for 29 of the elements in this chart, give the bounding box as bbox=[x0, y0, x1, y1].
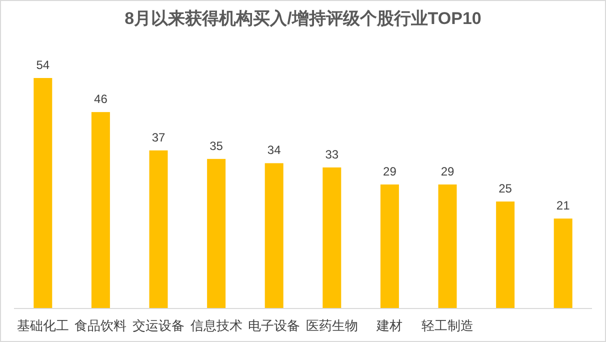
data-label: 35 bbox=[210, 138, 224, 153]
chart-title: 8月以来获得机构买入/增持评级个股行业TOP10 bbox=[124, 9, 482, 28]
x-tick-label: 医药生物 bbox=[306, 318, 358, 333]
data-label: 25 bbox=[498, 182, 512, 196]
data-label: 37 bbox=[152, 130, 166, 144]
x-tick-label: 电子设备 bbox=[248, 318, 300, 333]
x-tick-label: 信息技术 bbox=[190, 318, 242, 333]
bar bbox=[496, 202, 515, 308]
data-label: 34 bbox=[267, 143, 282, 158]
x-tick-label: 交运设备 bbox=[132, 318, 184, 333]
x-tick-label: 食品饮料 bbox=[74, 318, 127, 333]
data-label: 21 bbox=[556, 198, 570, 213]
x-tick-label: 轻工制造 bbox=[422, 318, 474, 333]
data-label: 46 bbox=[94, 92, 108, 106]
data-label: 29 bbox=[440, 164, 454, 178]
bar bbox=[554, 218, 572, 308]
bar bbox=[207, 158, 226, 308]
bar bbox=[149, 150, 168, 308]
bar bbox=[91, 112, 110, 308]
bar bbox=[322, 167, 342, 308]
data-label: 33 bbox=[325, 147, 339, 162]
bar bbox=[438, 184, 457, 308]
data-label: 54 bbox=[36, 58, 50, 72]
x-tick-label: 建材 bbox=[376, 318, 403, 333]
data-label: 29 bbox=[383, 164, 397, 178]
x-tick-label: 基础化工 bbox=[16, 318, 69, 333]
bar bbox=[264, 163, 284, 308]
bar bbox=[34, 78, 52, 308]
bar bbox=[380, 184, 399, 308]
